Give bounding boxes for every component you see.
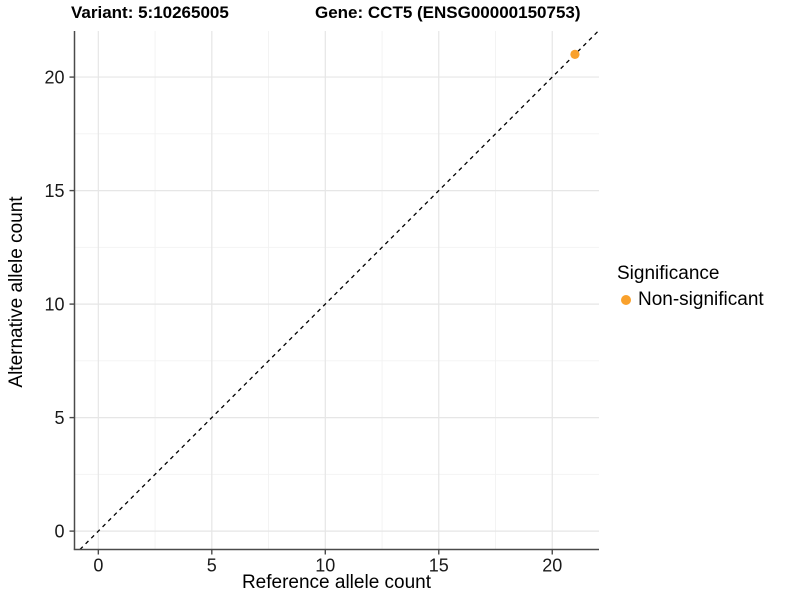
y-tick-label: 10 (44, 295, 64, 315)
y-tick-label: 0 (54, 522, 64, 542)
x-tick-label: 15 (429, 556, 449, 576)
x-tick-label: 10 (315, 556, 335, 576)
legend-point-icon (621, 295, 631, 305)
y-tick-label: 5 (54, 408, 64, 428)
x-axis-title: Reference allele count (241, 572, 432, 593)
x-tick-label: 5 (207, 556, 217, 576)
legend-title: Significance (617, 263, 720, 284)
legend-entry-label: Non-significant (638, 289, 764, 310)
y-tick-label: 15 (44, 181, 64, 201)
x-tick-label: 20 (542, 556, 562, 576)
y-axis-title: Alternative allele count (6, 196, 27, 388)
x-tick-label: 0 (93, 556, 103, 576)
legend: Significance Non-significant (617, 263, 764, 311)
plot-title-gene: Gene: CCT5 (ENSG00000150753) (315, 3, 581, 22)
y-tick-label: 20 (44, 68, 64, 88)
identity-line (79, 30, 599, 550)
legend-entry: Non-significant (617, 289, 764, 311)
plot-title-variant: Variant: 5:10265005 (71, 3, 229, 22)
data-point (570, 49, 580, 59)
